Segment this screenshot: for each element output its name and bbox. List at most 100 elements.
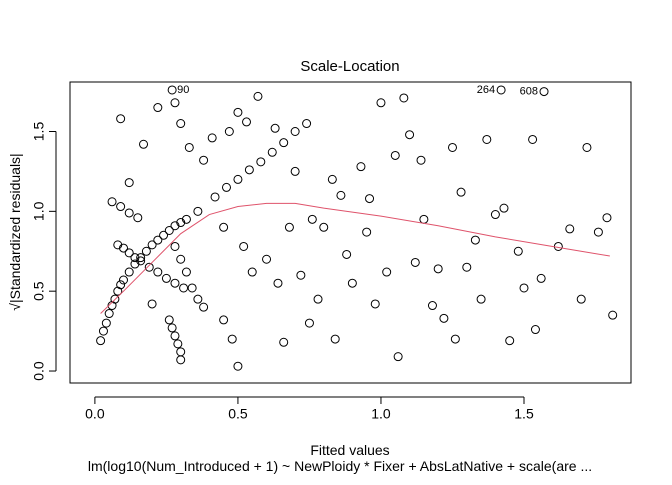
x-tick-label: 0.5	[228, 406, 248, 422]
point	[482, 134, 492, 144]
point	[193, 206, 203, 216]
point	[290, 166, 300, 176]
point	[496, 85, 506, 95]
point	[279, 138, 289, 148]
point	[519, 283, 529, 293]
point	[124, 267, 134, 277]
point	[170, 241, 180, 251]
point	[181, 267, 191, 277]
point	[221, 182, 231, 192]
point	[330, 334, 340, 344]
point	[219, 315, 229, 325]
point	[499, 203, 509, 213]
point	[210, 192, 220, 202]
point	[130, 253, 140, 263]
point	[393, 352, 403, 362]
point	[505, 336, 515, 346]
point	[462, 262, 472, 272]
point	[253, 91, 263, 101]
point	[279, 337, 289, 347]
point	[176, 119, 186, 129]
point	[170, 278, 180, 288]
point	[116, 202, 126, 212]
point	[576, 294, 586, 304]
point	[307, 214, 317, 224]
point	[239, 241, 249, 251]
point	[170, 331, 180, 341]
point	[267, 147, 277, 157]
point-label: 608	[520, 85, 538, 97]
point	[176, 218, 186, 228]
point	[313, 294, 323, 304]
point	[370, 299, 380, 309]
point	[161, 273, 171, 283]
point	[433, 264, 443, 274]
point	[144, 262, 154, 272]
point	[416, 155, 426, 165]
point	[290, 127, 300, 137]
point	[124, 248, 134, 258]
point	[593, 227, 603, 237]
point	[124, 178, 134, 188]
point	[233, 174, 243, 184]
point	[362, 227, 372, 237]
point	[582, 142, 592, 152]
point	[179, 283, 189, 293]
point	[199, 155, 209, 165]
point	[170, 98, 180, 108]
point	[113, 240, 123, 250]
point	[565, 224, 575, 234]
point	[273, 278, 283, 288]
point	[528, 134, 538, 144]
x-tick-label: 1.5	[514, 406, 534, 422]
point	[176, 355, 186, 365]
point	[133, 213, 143, 223]
point	[476, 294, 486, 304]
point	[242, 117, 252, 127]
point	[193, 294, 203, 304]
point	[136, 253, 146, 263]
point	[141, 246, 151, 256]
point	[224, 127, 234, 137]
point	[513, 246, 523, 256]
point	[118, 243, 128, 253]
plot-box	[69, 81, 632, 384]
point	[101, 318, 111, 328]
point	[187, 283, 197, 293]
point	[147, 299, 157, 309]
point	[207, 133, 217, 143]
smoother-line	[100, 202, 610, 314]
point	[304, 318, 314, 328]
point	[173, 339, 183, 349]
y-axis-label: √|Standardized residuals|	[7, 153, 23, 310]
y-tick-label: 1.0	[31, 201, 47, 221]
point	[244, 165, 254, 175]
point	[319, 222, 329, 232]
point	[382, 267, 392, 277]
point	[96, 336, 106, 346]
point	[539, 87, 549, 97]
point	[199, 302, 209, 312]
point	[110, 294, 120, 304]
point	[470, 235, 480, 245]
point	[327, 174, 337, 184]
point	[347, 278, 357, 288]
point	[184, 142, 194, 152]
point	[608, 310, 618, 320]
point	[159, 230, 169, 240]
point	[227, 334, 237, 344]
point	[118, 275, 128, 285]
point	[104, 309, 114, 319]
point	[247, 267, 257, 277]
point	[427, 301, 437, 311]
point	[284, 222, 294, 232]
point	[405, 130, 415, 140]
chart-title: Scale-Location	[300, 58, 399, 75]
point	[98, 326, 108, 336]
y-tick-label: 1.5	[31, 122, 47, 142]
point	[153, 235, 163, 245]
point	[164, 226, 174, 236]
point	[376, 98, 386, 108]
point	[233, 107, 243, 117]
